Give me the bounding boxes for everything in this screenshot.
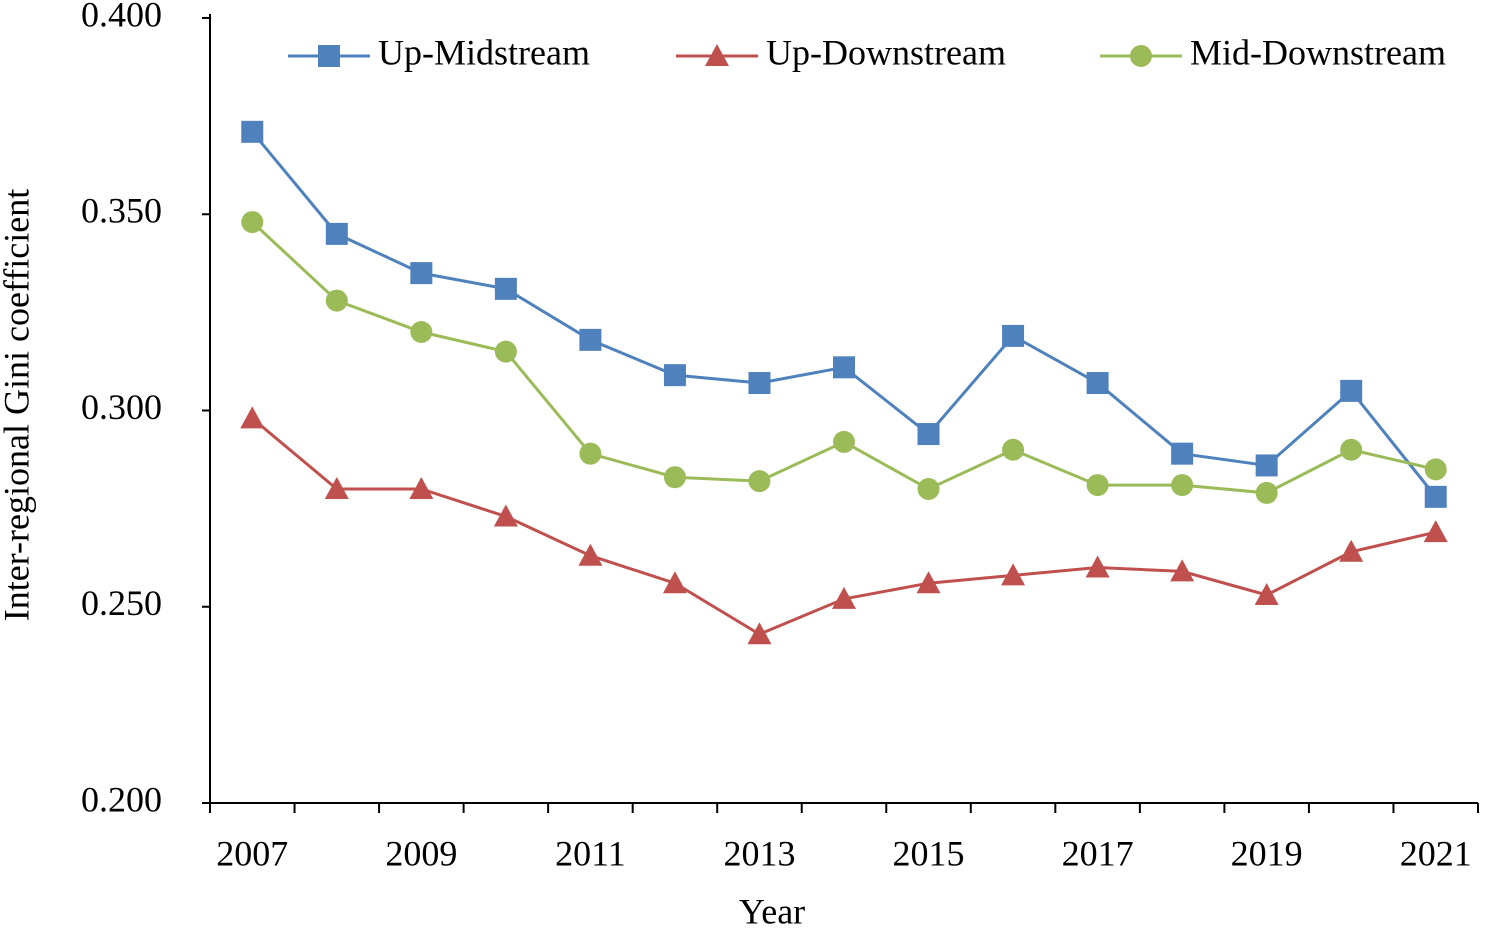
legend-label: Up-Downstream [766, 32, 1006, 72]
x-tick-label: 2007 [216, 833, 288, 873]
point [747, 622, 772, 645]
point [917, 423, 940, 446]
point [917, 478, 940, 500]
point [1170, 559, 1195, 582]
point [1001, 563, 1026, 586]
point [493, 504, 518, 527]
point [578, 543, 603, 566]
point [240, 406, 265, 429]
point [1085, 555, 1110, 578]
point [241, 120, 264, 143]
point [1086, 474, 1109, 497]
y-tick-label: 0.300 [81, 387, 162, 427]
point [409, 477, 434, 499]
point [1086, 372, 1109, 395]
point [1171, 442, 1194, 465]
y-tick-label: 0.400 [81, 0, 162, 34]
point [324, 477, 349, 499]
point [1171, 474, 1194, 497]
point [1424, 485, 1447, 508]
point [410, 262, 433, 285]
point [916, 571, 941, 594]
x-tick-label: 2013 [723, 833, 795, 873]
point [579, 442, 602, 465]
point [410, 321, 433, 343]
point [1340, 379, 1363, 402]
point [325, 222, 348, 245]
y-axis-label: Inter-regional Gini coefficient [0, 189, 36, 621]
point [663, 364, 686, 387]
point [833, 430, 855, 453]
legend-label: Mid-Downstream [1190, 32, 1446, 72]
y-tick-label: 0.200 [81, 779, 162, 819]
y-tick-label: 0.250 [81, 583, 162, 623]
point [1255, 481, 1278, 504]
point [748, 372, 771, 395]
point [241, 211, 264, 234]
legend-marker [1130, 45, 1152, 67]
point [833, 356, 855, 379]
point [1254, 582, 1279, 605]
point [663, 466, 686, 489]
point [1423, 520, 1448, 543]
x-tick-label: 2011 [555, 833, 626, 873]
x-tick-label: 2019 [1231, 833, 1303, 873]
point [748, 470, 771, 493]
x-tick-label: 2015 [893, 833, 965, 873]
point [1339, 539, 1364, 562]
point [494, 277, 517, 300]
x-tick-label: 2021 [1400, 833, 1472, 873]
point [1340, 438, 1363, 461]
point [579, 328, 602, 351]
y-tick-label: 0.350 [81, 191, 162, 231]
x-tick-label: 2009 [385, 833, 457, 873]
point [1002, 324, 1025, 347]
point [1255, 454, 1278, 477]
point [1424, 458, 1447, 481]
legend-marker [705, 44, 729, 66]
point [1002, 438, 1025, 461]
point [832, 586, 856, 609]
x-axis-label: Year [739, 891, 805, 931]
x-tick-label: 2017 [1062, 833, 1134, 873]
point [662, 571, 687, 594]
point [325, 289, 348, 312]
point [494, 340, 517, 363]
legend-label: Up-Midstream [378, 32, 590, 72]
legend-marker [318, 45, 340, 67]
